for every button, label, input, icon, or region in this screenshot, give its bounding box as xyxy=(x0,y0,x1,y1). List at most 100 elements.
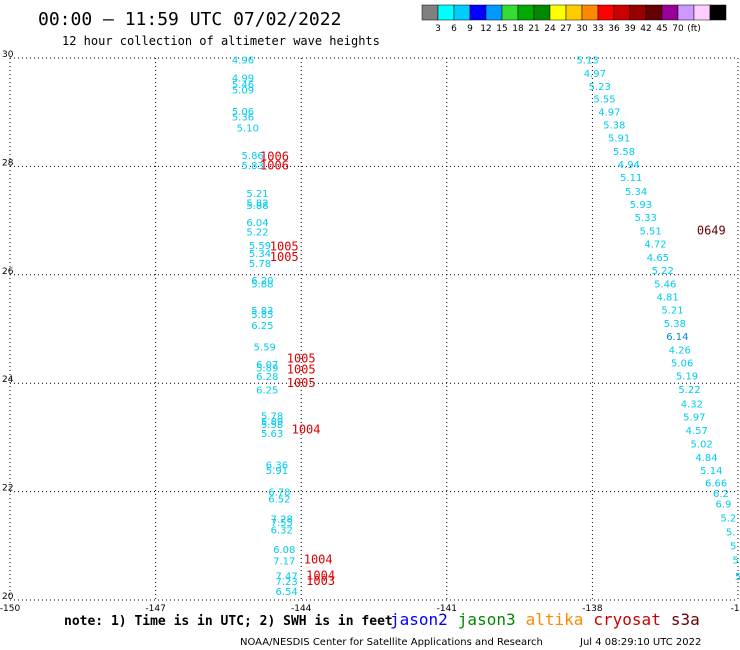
wave-height-label: 5.22 xyxy=(246,227,268,238)
y-tick-label: 28 xyxy=(2,158,14,168)
wave-height-label: 4.94 xyxy=(618,160,640,171)
mission-legend: jason2 jason3 altika cryosat s3a xyxy=(390,610,700,629)
wave-height-label: 5.59 xyxy=(249,241,271,252)
wave-height-label: 5.38 xyxy=(603,121,625,132)
wave-height-label: 6.32 xyxy=(271,526,293,537)
legend-label: 21 xyxy=(528,24,539,34)
axis-tick-labels: -150 -147 -144 -141 -138 -13 20 22 24 26 28 30 xyxy=(0,50,740,614)
wave-height-label: 4.72 xyxy=(644,239,666,250)
wave-height-label: 5.88 xyxy=(251,279,273,290)
footer-credit: NOAA/NESDIS Center for Satellite Applica… xyxy=(240,637,543,648)
legend-swatch xyxy=(613,4,631,21)
pressure-label: 1003 xyxy=(306,574,335,588)
legend-swatch xyxy=(501,4,519,21)
wave-height-label: 4.32 xyxy=(681,399,703,410)
note-text: note: 1) Time is in UTC; 2) SWH is in fe… xyxy=(64,614,393,629)
wave-height-label: 7.17 xyxy=(273,556,295,567)
legend-swatch xyxy=(709,4,727,21)
legend-label: 45 xyxy=(656,24,667,34)
wave-height-label: 7.55 xyxy=(271,518,293,529)
mission-cryosat: cryosat xyxy=(593,610,660,629)
wave-height-label: 6.36 xyxy=(266,461,288,472)
wave-height-label: 5.55 xyxy=(593,95,615,106)
wave-height-label: 6.08 xyxy=(273,545,295,556)
wave-height-label: 5.86 xyxy=(242,151,264,162)
legend-swatch xyxy=(677,4,695,21)
pressure-label: 1005 xyxy=(287,376,316,390)
wave-height-label: 5.21 xyxy=(246,189,268,200)
wave-height-label: 5.83 xyxy=(251,306,273,317)
wave-height-label: 5.14 xyxy=(700,466,722,477)
pressure-label: 1005 xyxy=(287,363,316,377)
wave-height-label: 6.9 xyxy=(715,500,731,511)
legend-swatch xyxy=(565,4,583,21)
wave-height-label: 6.28 xyxy=(256,372,278,383)
pressure-label: 1004 xyxy=(306,569,335,583)
wave-height-label: 5.34 xyxy=(625,187,647,198)
wave-height-values: 4.964.995.465.095.065.365.105.865.835.21… xyxy=(232,56,740,598)
y-tick-label: 26 xyxy=(2,267,14,277)
legend-swatch xyxy=(485,4,503,21)
wave-height-label: 6.54 xyxy=(276,587,298,598)
wave-height-label: 4.65 xyxy=(647,253,669,264)
wave-height-label: 7.47 xyxy=(276,572,298,583)
wave-height-label: 5.58 xyxy=(261,420,283,431)
wave-height-label: 5.58 xyxy=(613,147,635,158)
mission-jason3: jason3 xyxy=(458,610,516,629)
wave-height-label: 5.13 xyxy=(576,56,598,67)
wave-height-label: 5 xyxy=(735,572,740,583)
pressure-label: 1005 xyxy=(287,351,316,365)
wave-height-label: 4.81 xyxy=(656,292,678,303)
wave-height-label: 4.84 xyxy=(695,453,717,464)
wave-height-label: 5.46 xyxy=(654,279,676,290)
pressure-values: 1006100610051005100510051005100410041004… xyxy=(260,150,335,588)
wave-height-label: 6.04 xyxy=(246,218,268,229)
s3a-label: 0649 xyxy=(697,223,726,237)
wave-height-label: 6.14 xyxy=(666,332,688,343)
wave-height-label: 5.91 xyxy=(266,466,288,477)
y-tick-label: 24 xyxy=(2,375,14,385)
legend-label: 39 xyxy=(624,24,636,34)
wave-height-label: 5.85 xyxy=(251,310,273,321)
wave-height-label: 5.63 xyxy=(261,429,283,440)
wave-height-label: 5.21 xyxy=(661,305,683,316)
x-tick-label: -150 xyxy=(0,604,20,614)
wave-height-label: 5.83 xyxy=(242,161,264,172)
legend-swatch xyxy=(517,4,535,21)
legend-label: (ft) xyxy=(687,24,701,34)
pressure-label: 1006 xyxy=(260,158,289,172)
wave-height-label: 6.78 xyxy=(268,488,290,499)
legend-label: 42 xyxy=(640,24,651,34)
wave-height-label: 7.23 xyxy=(276,577,298,588)
wave-height-label: 5.89 xyxy=(261,417,283,428)
wave-height-label: 6.25 xyxy=(251,321,273,332)
grid-lines xyxy=(9,57,739,601)
legend-swatch xyxy=(693,4,711,21)
legend-label: 27 xyxy=(560,24,571,34)
wave-height-label: 5 xyxy=(730,541,736,552)
legend-swatch xyxy=(661,4,679,21)
wave-height-label: 5.34 xyxy=(249,249,271,260)
color-scale-legend: 3 6 9 12 15 18 21 24 27 30 33 36 39 42 45 70 (ft) xyxy=(421,4,727,34)
legend-label: 30 xyxy=(576,24,588,34)
legend-label: 6 xyxy=(451,24,457,34)
x-tick-label: -147 xyxy=(145,604,165,614)
wave-height-label: 6.25 xyxy=(256,386,278,397)
wave-height-label: 5.78 xyxy=(261,412,283,423)
wave-height-label: 4.26 xyxy=(669,346,691,357)
mission-s3a: s3a xyxy=(671,610,700,629)
wave-height-label: 6.07 xyxy=(256,360,278,371)
legend-swatch xyxy=(549,4,567,21)
pressure-label: 1006 xyxy=(260,150,289,164)
legend-swatch xyxy=(469,4,487,21)
wave-height-label: 4.57 xyxy=(686,426,708,437)
wave-height-label: 5.88 xyxy=(246,201,268,212)
wave-height-label: 6.20 xyxy=(251,276,273,287)
legend-label: 36 xyxy=(608,24,620,34)
wave-height-label: 5.23 xyxy=(589,82,611,93)
wave-height-label: 4.97 xyxy=(584,69,606,80)
x-tick-label: -13 xyxy=(731,604,740,614)
legend-label: 18 xyxy=(512,24,524,34)
x-tick-label: -144 xyxy=(291,604,312,614)
